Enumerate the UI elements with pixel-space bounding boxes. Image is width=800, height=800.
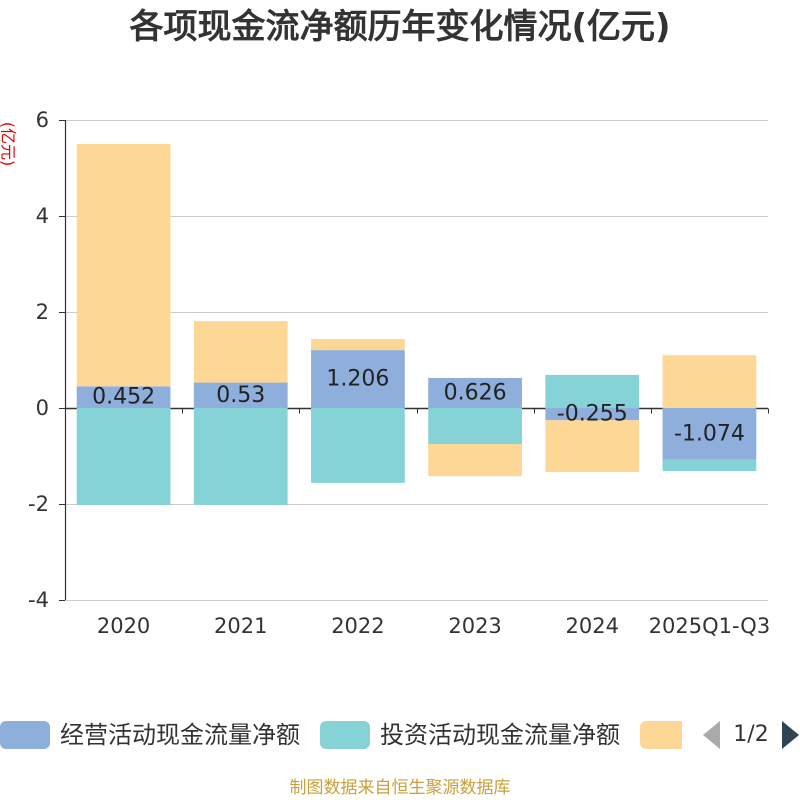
bar-series-2-2024 bbox=[545, 374, 640, 408]
data-labels: 0.452 0.53 1.206 0.626 -0.255 -1.074 bbox=[92, 367, 745, 447]
bar-series-2-2022 bbox=[311, 408, 405, 483]
y-tick-label-0: 0 bbox=[36, 396, 49, 420]
bar-series-3-2022 bbox=[311, 339, 405, 351]
x-tick-label-2021: 2021 bbox=[214, 614, 267, 638]
bars bbox=[76, 143, 757, 505]
legend-prev-page-button[interactable] bbox=[700, 718, 724, 752]
legend-items: 经营活动现金流量净额 投资活动现金流量净额 bbox=[0, 718, 682, 752]
triangle-right-icon bbox=[782, 721, 799, 749]
data-label-2022: 1.206 bbox=[326, 367, 389, 392]
chart-title: 各项现金流净额历年变化情况(亿元) bbox=[129, 7, 671, 47]
bar-series-1-2025Q1-Q3 bbox=[662, 408, 757, 460]
legend: 经营活动现金流量净额 投资活动现金流量净额 1/2 bbox=[0, 718, 800, 752]
triangle-left-icon bbox=[703, 721, 720, 749]
bar-series-3-2020 bbox=[76, 143, 171, 387]
data-label-2023: 0.626 bbox=[444, 380, 507, 405]
bar-series-3-2025Q1-Q3 bbox=[662, 355, 757, 408]
y-tick-label-4: 4 bbox=[36, 204, 49, 228]
bar-series-1-2022 bbox=[311, 350, 405, 408]
bar-series-3-2021 bbox=[193, 321, 288, 383]
x-tick-label-2023: 2023 bbox=[448, 614, 501, 638]
y-axis-name: (亿元) bbox=[0, 122, 18, 167]
bar-series-2-2021 bbox=[193, 408, 288, 505]
legend-swatch bbox=[0, 721, 50, 749]
x-tick-label-2020: 2020 bbox=[97, 614, 150, 638]
y-tick-label--4: -4 bbox=[28, 588, 49, 612]
y-tick-label--2: -2 bbox=[28, 492, 49, 516]
bar-series-2-2025Q1-Q3 bbox=[662, 459, 757, 472]
bar-series-1-2021 bbox=[193, 382, 288, 408]
legend-swatch bbox=[320, 721, 370, 749]
bar-series-3-2023 bbox=[428, 444, 522, 477]
bar-series-2-2020 bbox=[76, 408, 171, 505]
data-label-2020: 0.452 bbox=[92, 385, 155, 410]
data-label-2024: -0.255 bbox=[557, 402, 628, 427]
data-label-2021: 0.53 bbox=[216, 383, 265, 408]
y-tick-label-2: 2 bbox=[36, 300, 49, 324]
bar-series-2-2023 bbox=[428, 408, 522, 444]
legend-item-operating-cash-flow[interactable]: 经营活动现金流量净额 bbox=[0, 718, 320, 752]
bar-series-1-2024 bbox=[545, 408, 640, 421]
bar-series-1-2020 bbox=[76, 386, 171, 408]
axes bbox=[59, 120, 769, 601]
bar-series-3-2024 bbox=[545, 420, 640, 473]
chart-canvas: (亿元) 0.452 0.53 1.206 0.626 -0.255 -1.074 6 4 2… bbox=[0, 108, 770, 638]
data-label-2025Q1-Q3: -1.074 bbox=[674, 421, 745, 446]
x-tick-label-2022: 2022 bbox=[331, 614, 384, 638]
y-tick-label-6: 6 bbox=[36, 108, 49, 132]
y-tick-labels: 6 4 2 0 -2 -4 bbox=[28, 108, 49, 612]
data-source-footer: 制图数据来自恒生聚源数据库 bbox=[289, 778, 511, 798]
x-tick-label-2024: 2024 bbox=[566, 614, 619, 638]
x-tick-labels: 2020 2021 2022 2023 2024 2025Q1-Q3 bbox=[97, 614, 770, 638]
legend-label: 经营活动现金流量净额 bbox=[60, 721, 300, 749]
legend-item-series-3[interactable] bbox=[640, 718, 682, 752]
legend-label: 投资活动现金流量净额 bbox=[380, 721, 620, 749]
legend-item-investing-cash-flow[interactable]: 投资活动现金流量净额 bbox=[320, 718, 640, 752]
legend-swatch bbox=[640, 721, 682, 749]
bar-series-1-2023 bbox=[428, 377, 522, 408]
gridlines bbox=[65, 120, 768, 601]
x-tick-label-2025Q1-Q3: 2025Q1-Q3 bbox=[649, 614, 771, 638]
legend-page-indicator: 1/2 bbox=[733, 722, 769, 747]
legend-next-page-button[interactable] bbox=[778, 718, 800, 752]
